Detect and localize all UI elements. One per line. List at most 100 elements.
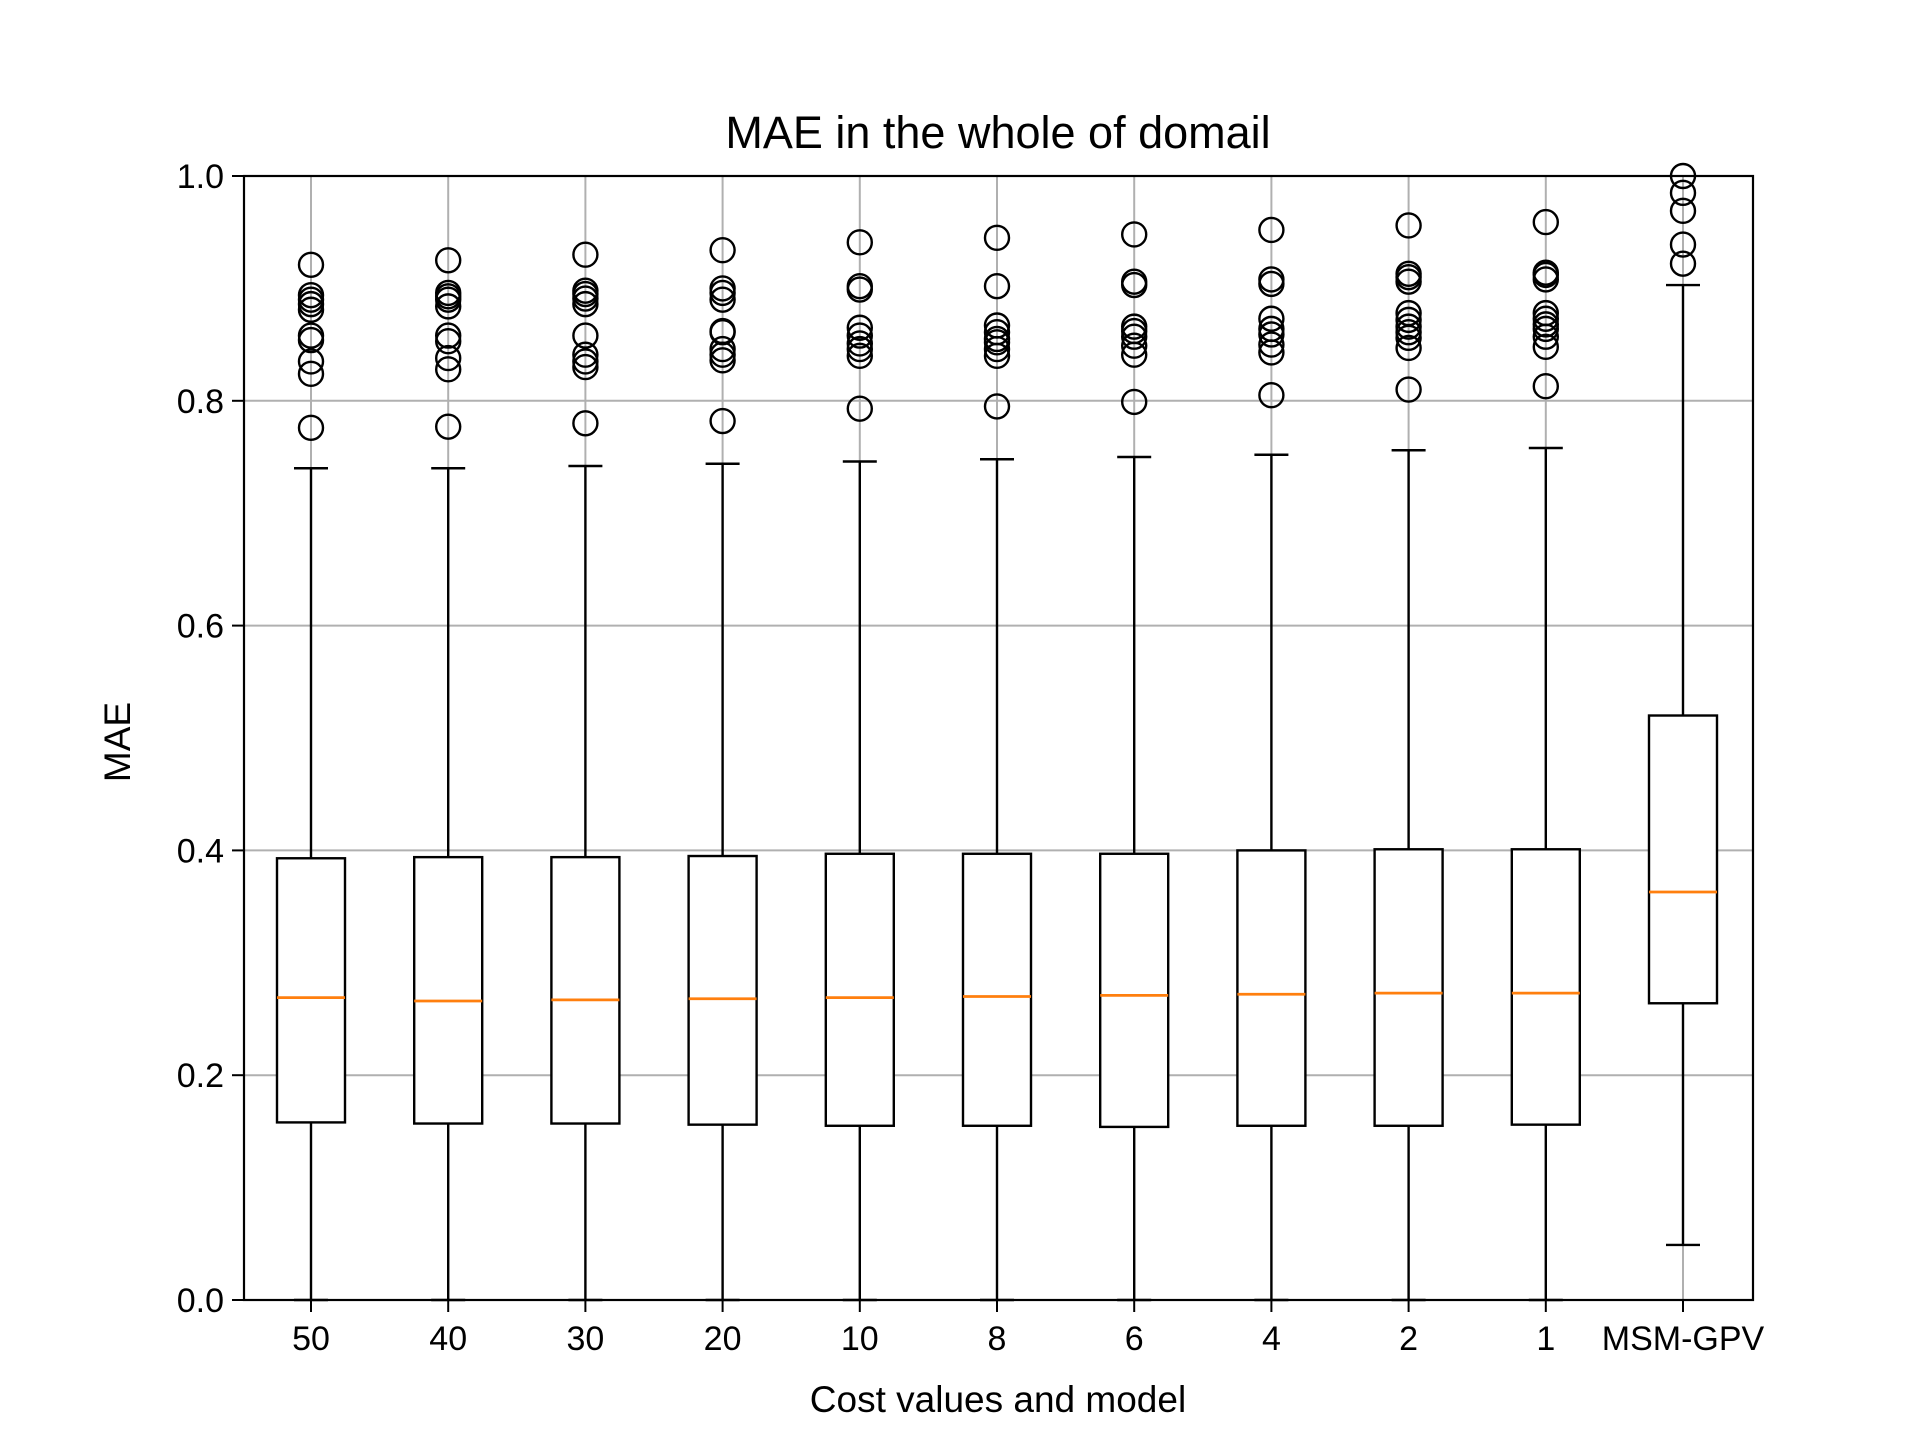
outlier-point bbox=[1395, 376, 1422, 403]
outlier-point bbox=[297, 296, 325, 323]
iqr-box bbox=[824, 852, 895, 1127]
box-1 bbox=[1510, 208, 1582, 1302]
outlier-point bbox=[572, 322, 599, 349]
box-MSM-GPV bbox=[1647, 162, 1719, 1247]
box-8 bbox=[961, 224, 1033, 1302]
outlier-point bbox=[1532, 305, 1560, 332]
outlier-point bbox=[1258, 321, 1285, 348]
outlier-point bbox=[983, 325, 1011, 353]
x-tick-label: 50 bbox=[292, 1320, 330, 1358]
outlier-point bbox=[1120, 313, 1148, 340]
outlier-point bbox=[572, 290, 599, 318]
outlier-point bbox=[297, 281, 325, 309]
outlier-point bbox=[846, 272, 873, 300]
outlier-point bbox=[572, 348, 599, 375]
outlier-point bbox=[846, 335, 873, 363]
outlier-point bbox=[1258, 266, 1285, 293]
iqr-box bbox=[1373, 848, 1444, 1127]
outlier-point bbox=[983, 312, 1011, 339]
box-40 bbox=[413, 247, 484, 1302]
outlier-point bbox=[1258, 305, 1285, 332]
chart-title: MAE in the whole of domail bbox=[725, 107, 1270, 158]
outlier-point bbox=[709, 236, 736, 264]
outlier-point bbox=[1120, 323, 1148, 350]
outlier-point bbox=[435, 344, 462, 372]
x-tick-label: 10 bbox=[841, 1320, 879, 1358]
outlier-point bbox=[572, 353, 599, 381]
outlier-point bbox=[709, 275, 736, 302]
outlier-point bbox=[297, 360, 325, 388]
box-6 bbox=[1098, 221, 1170, 1302]
outlier-point bbox=[572, 277, 599, 304]
outlier-point bbox=[435, 293, 462, 320]
box-50 bbox=[275, 251, 347, 1302]
y-tick-label: 0.6 bbox=[177, 608, 224, 646]
outlier-point bbox=[297, 414, 325, 441]
outlier-point bbox=[297, 322, 325, 349]
y-tick-label: 0.4 bbox=[177, 832, 224, 870]
outlier-point bbox=[1532, 208, 1560, 236]
outlier-point bbox=[572, 341, 599, 368]
y-tick-label: 0.0 bbox=[177, 1282, 224, 1320]
x-tick-label: 1 bbox=[1536, 1320, 1555, 1358]
outlier-point bbox=[572, 241, 599, 268]
outlier-point bbox=[1120, 332, 1148, 359]
outlier-point bbox=[297, 348, 325, 375]
outlier-point bbox=[435, 322, 462, 349]
outlier-point bbox=[1669, 197, 1697, 225]
outlier-point bbox=[1669, 250, 1697, 277]
outlier-point bbox=[1532, 333, 1560, 361]
axis-ticks: 0.0 0.2 0.4 0.6 0.8 1.0 50 40 30 20 10 8 6 4 2 1 MSM-GPV bbox=[177, 158, 1765, 1358]
iqr-box bbox=[1098, 852, 1170, 1129]
outlier-point bbox=[983, 319, 1011, 346]
outlier-point bbox=[1395, 306, 1422, 334]
box-10 bbox=[824, 229, 895, 1302]
iqr-box bbox=[961, 852, 1033, 1127]
outlier-point bbox=[846, 314, 873, 341]
outlier-point bbox=[983, 393, 1011, 420]
box-2 bbox=[1373, 212, 1444, 1302]
x-axis-title: Cost values and model bbox=[810, 1379, 1186, 1420]
outlier-point bbox=[1258, 381, 1285, 409]
outlier-point bbox=[1258, 216, 1285, 244]
iqr-box bbox=[275, 857, 347, 1124]
outlier-point bbox=[1258, 331, 1285, 358]
x-tick-label: 30 bbox=[566, 1320, 604, 1358]
outlier-point bbox=[846, 229, 873, 256]
outlier-point bbox=[846, 342, 873, 370]
outlier-point bbox=[1669, 231, 1697, 258]
outlier-point bbox=[1120, 388, 1148, 416]
y-tick-label: 1.0 bbox=[177, 158, 224, 196]
outlier-point bbox=[435, 356, 462, 383]
outlier-point bbox=[846, 322, 873, 349]
outlier-point bbox=[1669, 179, 1697, 207]
outlier-point bbox=[297, 251, 325, 278]
outlier-point bbox=[1120, 268, 1148, 295]
outlier-point bbox=[435, 413, 462, 440]
x-tick-label: 4 bbox=[1262, 1320, 1281, 1358]
plot-frame bbox=[242, 174, 1755, 1302]
y-axis-title: MAE bbox=[97, 702, 138, 782]
outlier-point bbox=[435, 247, 462, 274]
outlier-point bbox=[709, 407, 736, 435]
iqr-box bbox=[550, 855, 621, 1125]
outlier-point bbox=[1532, 372, 1560, 400]
outlier-point bbox=[983, 224, 1011, 252]
outlier-point bbox=[1395, 260, 1422, 287]
outlier-point bbox=[572, 410, 599, 437]
outlier-point bbox=[1395, 334, 1422, 362]
outlier-point bbox=[709, 347, 736, 374]
x-tick-label: 6 bbox=[1125, 1320, 1144, 1358]
outlier-point bbox=[1532, 259, 1560, 286]
x-tick-label: 8 bbox=[988, 1320, 1007, 1358]
y-tick-label: 0.2 bbox=[177, 1057, 224, 1095]
outlier-point bbox=[1395, 212, 1422, 239]
iqr-box bbox=[687, 854, 758, 1126]
outlier-point bbox=[1395, 319, 1422, 346]
x-tick-label: 40 bbox=[429, 1320, 467, 1358]
outlier-point bbox=[1532, 311, 1560, 338]
outlier-point bbox=[709, 317, 736, 345]
iqr-box bbox=[413, 855, 484, 1125]
iqr-box bbox=[1510, 848, 1582, 1126]
